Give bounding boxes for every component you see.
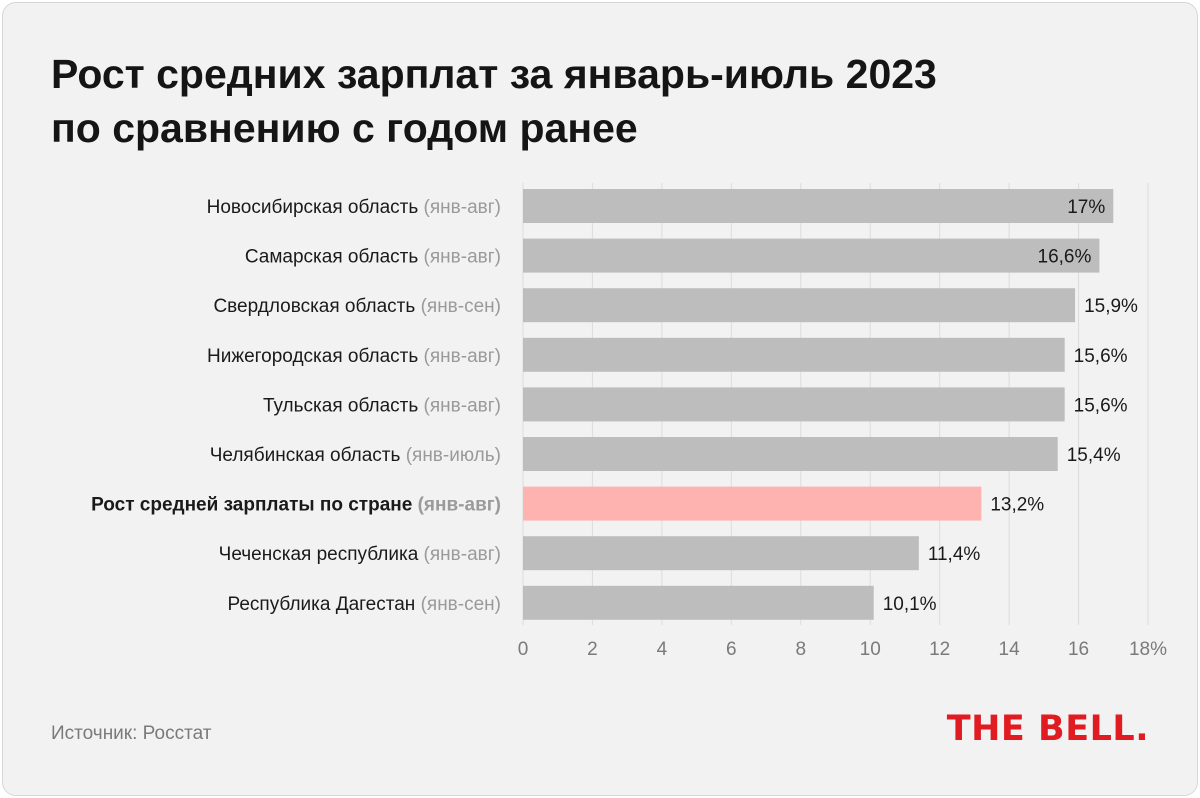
category-period: (янв-июль) <box>406 445 501 466</box>
category-period: (янв-авг) <box>418 495 501 516</box>
bar <box>523 189 1114 223</box>
category-label: Самарская область (янв-авг) <box>245 247 501 268</box>
x-tick-label: 4 <box>657 639 668 660</box>
x-tick-label: 0 <box>518 639 529 660</box>
category-label: Рост средней зарплаты по стране (янв-авг… <box>91 495 501 516</box>
x-tick-label: 6 <box>726 639 737 660</box>
category-name: Рост средней зарплаты по стране <box>91 495 418 516</box>
x-tick-label: 8 <box>795 639 806 660</box>
category-period: (янв-сен) <box>421 594 501 615</box>
bar <box>523 337 1065 372</box>
category-name: Самарская область <box>245 247 424 268</box>
category-name: Чеченская республика <box>219 544 424 565</box>
value-label: 15,9% <box>1084 296 1138 317</box>
value-label: 11,4% <box>928 544 981 565</box>
category-period: (янв-сен) <box>421 296 501 317</box>
category-period: (янв-авг) <box>424 544 501 565</box>
category-name: Свердловская область <box>213 296 420 317</box>
chart-title: Рост средних зарплат за январь-июль 2023… <box>51 47 937 155</box>
category-name: Челябинская область <box>210 445 406 466</box>
x-tick-label: 14 <box>999 639 1021 660</box>
bar <box>523 387 1065 422</box>
source-note: Источник: Росстат <box>51 723 212 744</box>
x-tick-label: 10 <box>860 639 881 660</box>
bar-highlight <box>523 486 982 521</box>
category-name: Республика Дагестан <box>228 594 421 615</box>
bar <box>523 288 1076 323</box>
bar-chart: 0 2 4 6 8 10 12 14 16 18% Новосибирская область (я… <box>91 183 1167 660</box>
category-period: (янв-авг) <box>424 247 501 268</box>
category-period: (янв-авг) <box>424 197 501 218</box>
value-label: 10,1% <box>883 594 937 615</box>
category-label: Нижегородская область (янв-авг) <box>207 346 501 367</box>
x-tick-label: 2 <box>587 639 598 660</box>
category-label: Тульская область (янв-авг) <box>263 395 501 416</box>
chart-title-line-1: Рост средних зарплат за январь-июль 2023 <box>51 51 937 97</box>
bar <box>523 437 1058 471</box>
value-label: 15,4% <box>1067 445 1121 466</box>
category-label: Новосибирская область (янв-авг) <box>207 197 501 218</box>
value-label: 15,6% <box>1074 346 1128 367</box>
category-period: (янв-авг) <box>424 346 501 367</box>
x-tick-label: 12 <box>929 639 950 660</box>
category-name: Нижегородская область <box>207 346 424 367</box>
value-label: 16,6% <box>1038 247 1092 268</box>
category-period: (янв-авг) <box>424 395 501 416</box>
value-label: 15,6% <box>1074 395 1128 416</box>
category-name: Тульская область <box>263 395 424 416</box>
x-tick-label: 16 <box>1068 639 1089 660</box>
x-tick-label: 18% <box>1129 639 1167 660</box>
category-label: Чеченская республика (янв-авг) <box>219 544 501 565</box>
value-label: 17% <box>1067 197 1105 218</box>
bar <box>523 536 919 571</box>
brand-logo: THE BELL. <box>946 709 1149 749</box>
category-name: Новосибирская область <box>207 197 424 218</box>
bar <box>523 585 874 620</box>
category-label: Свердловская область (янв-сен) <box>213 296 501 317</box>
bar <box>523 238 1100 273</box>
chart-title-line-2: по сравнению с годом ранее <box>51 105 638 151</box>
value-label: 13,2% <box>990 495 1044 516</box>
category-label: Республика Дагестан (янв-сен) <box>228 594 501 615</box>
category-label: Челябинская область (янв-июль) <box>210 445 501 466</box>
